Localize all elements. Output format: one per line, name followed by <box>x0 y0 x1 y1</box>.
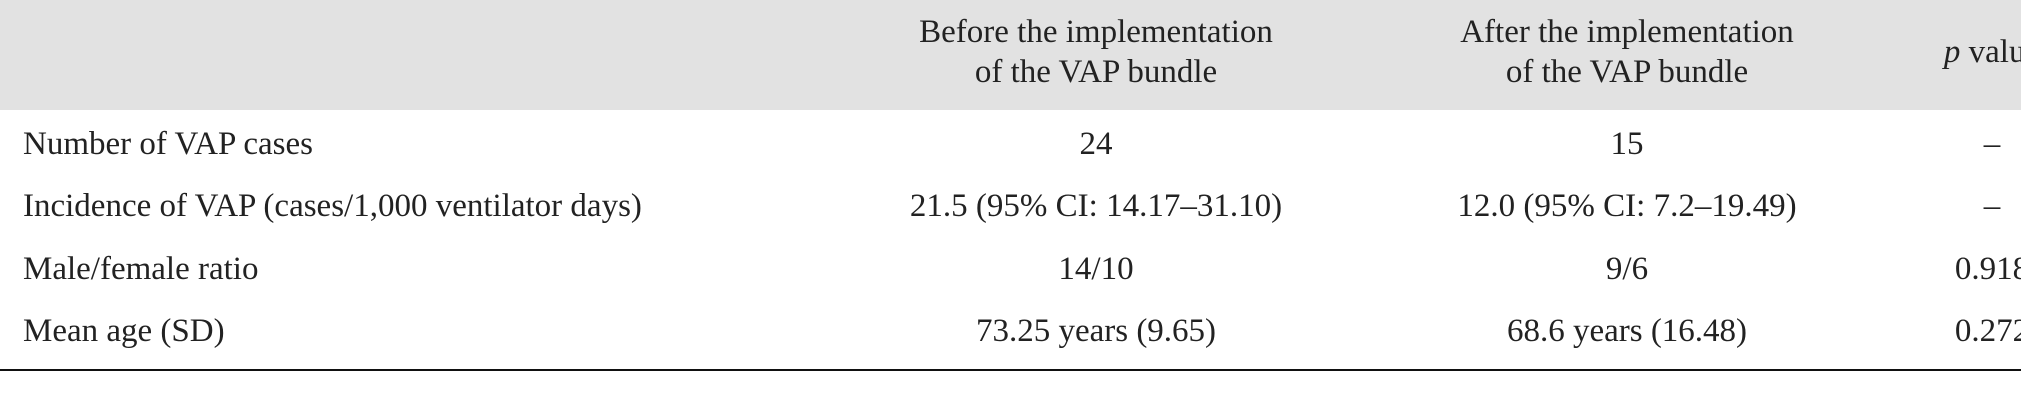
header-text: of the VAP bundle <box>974 54 1218 90</box>
cell-value: 73.25 years (9.65) <box>975 313 1217 349</box>
row-label: Number of VAP cases <box>23 126 313 162</box>
header-text: Before the implementation <box>919 14 1273 50</box>
cell-value: 21.5 (95% CI: 14.17–31.10) <box>909 188 1283 224</box>
cell-value: – <box>1983 126 2001 162</box>
header-value: value <box>1968 34 2021 70</box>
row-label: Male/female ratio <box>23 251 259 287</box>
header-text: After the implementation <box>1460 14 1794 50</box>
header-p: p <box>1943 34 1961 70</box>
row-label: Incidence of VAP (cases/1,000 ventilator… <box>23 188 642 224</box>
cell-value: 14/10 <box>1058 251 1134 287</box>
cell-value: 12.0 (95% CI: 7.2–19.49) <box>1457 188 1797 224</box>
header-background <box>0 0 2021 110</box>
bottom-rule <box>0 369 2021 371</box>
cell-value: 68.6 years (16.48) <box>1506 313 1748 349</box>
cell-value: 9/6 <box>1605 251 1649 287</box>
cell-value: 24 <box>1079 126 1113 162</box>
cell-value: – <box>1983 188 2001 224</box>
cell-value: 15 <box>1610 126 1644 162</box>
cell-value: 0.918 <box>1954 251 2021 287</box>
row-label: Mean age (SD) <box>23 313 225 349</box>
header-text: p value <box>1944 32 2021 72</box>
cell-value: 0.272 <box>1954 313 2021 349</box>
header-text: of the VAP bundle <box>1505 54 1749 90</box>
